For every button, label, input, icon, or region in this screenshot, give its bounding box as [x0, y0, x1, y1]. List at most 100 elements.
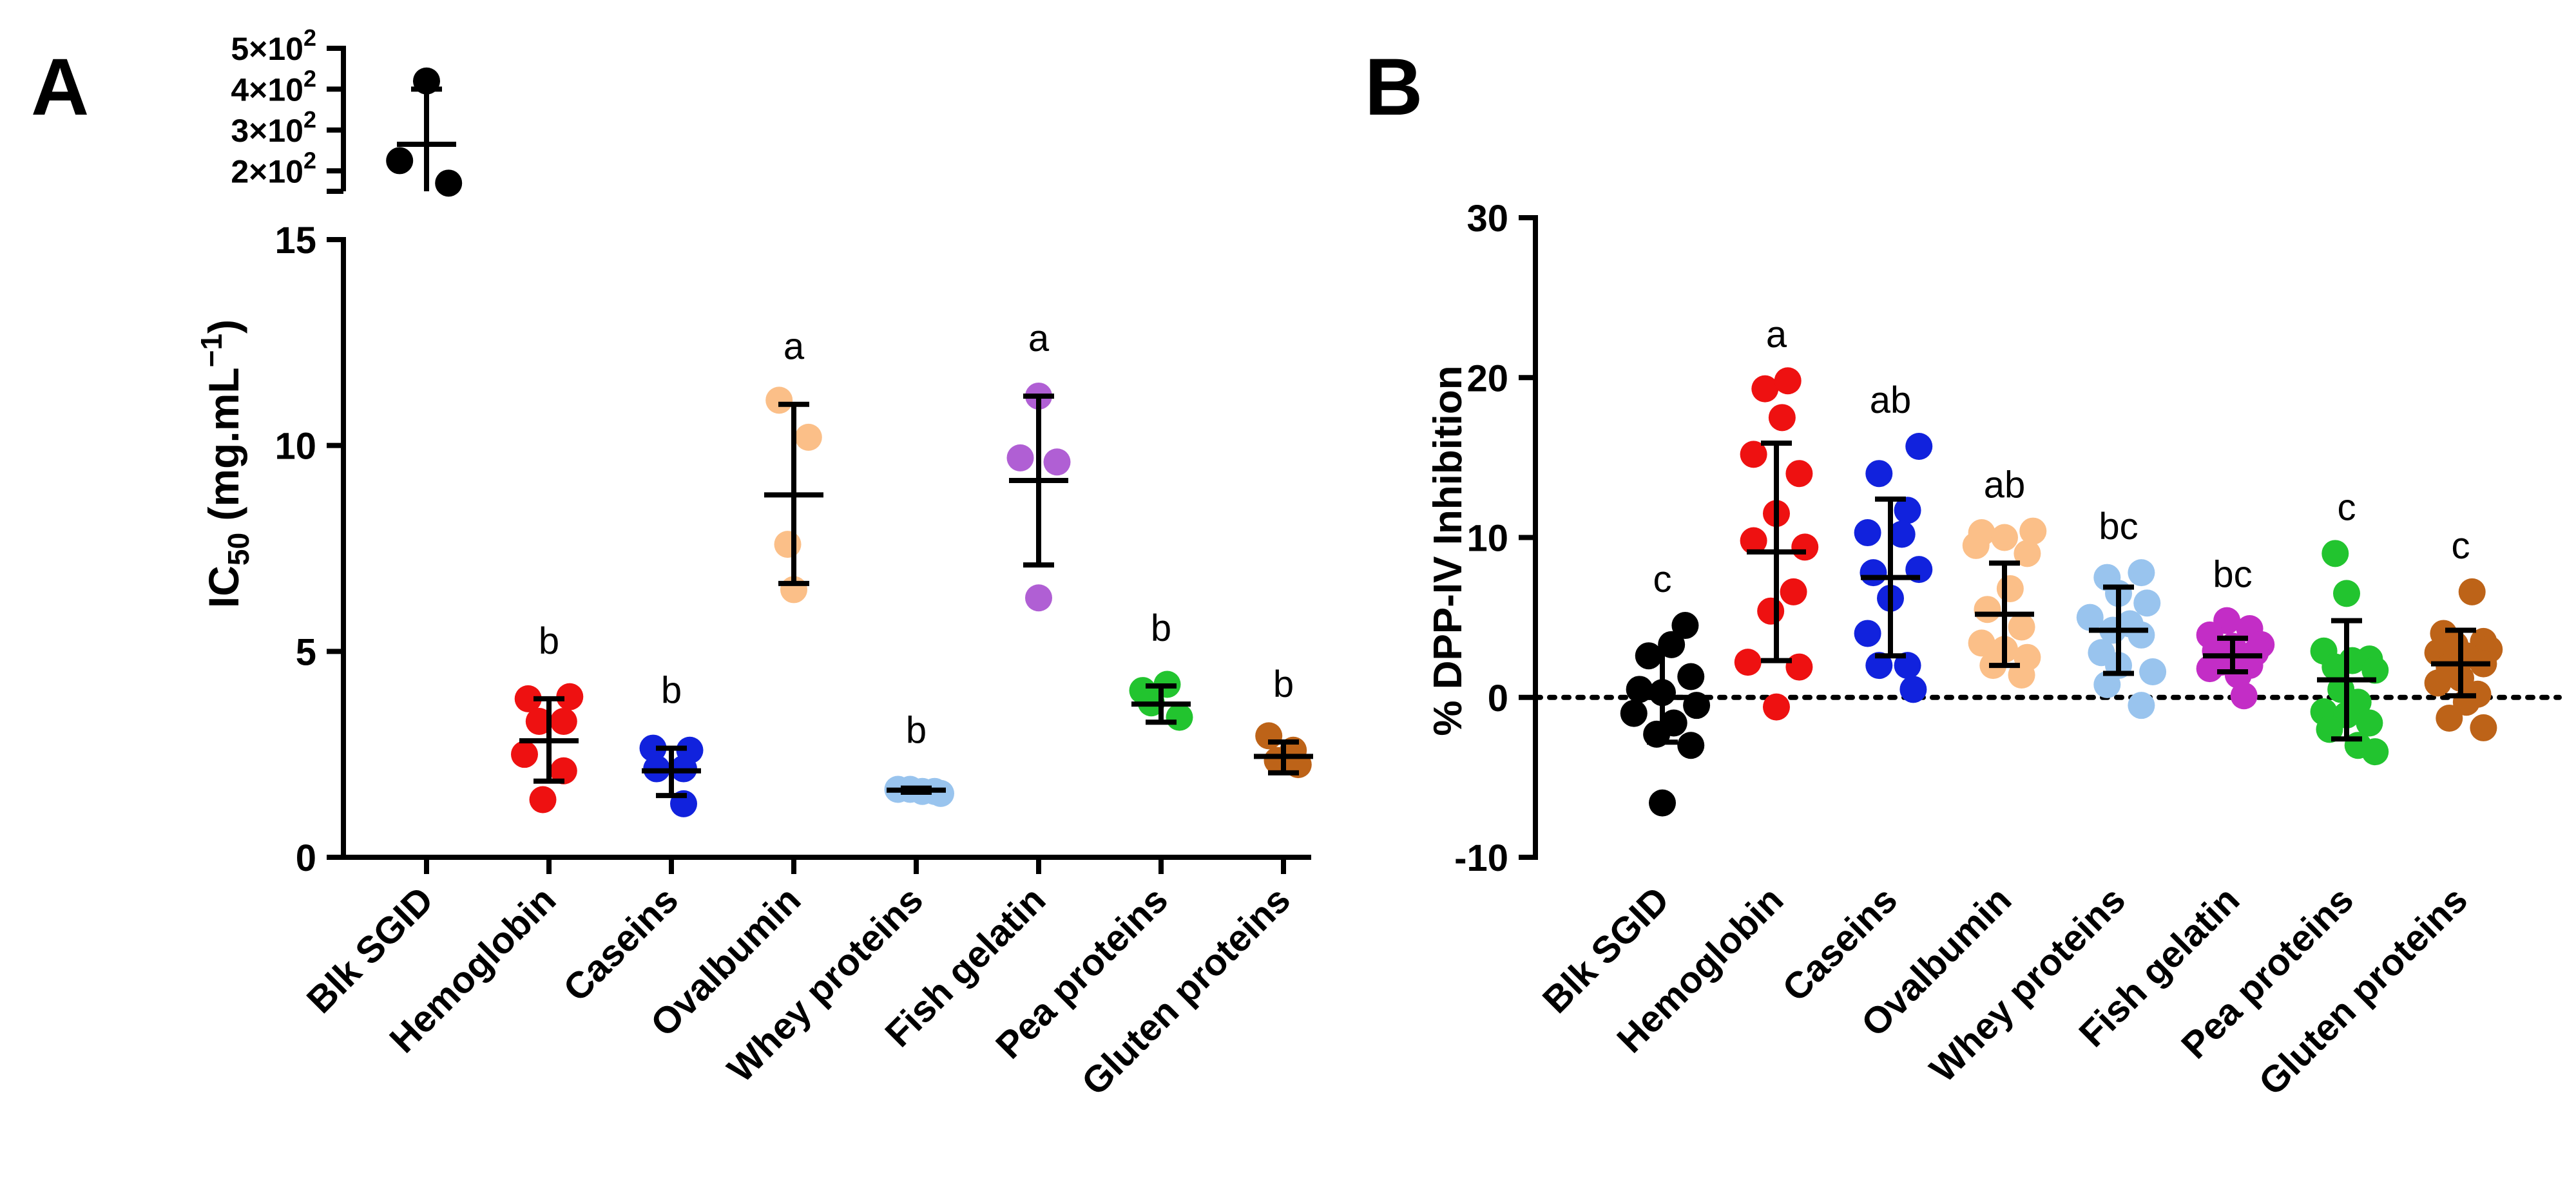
significance-letter: b: [1273, 663, 1294, 705]
data-point: [1635, 642, 1662, 670]
y-tick-label-exponent: 2: [303, 24, 316, 51]
data-point: [1962, 531, 1990, 559]
data-point: [1740, 441, 1767, 468]
data-point: [1785, 653, 1813, 681]
data-point: [1888, 520, 1916, 548]
data-point: [1751, 375, 1779, 403]
data-point: [1671, 612, 1699, 640]
y-tick-label-base: 2×10: [231, 153, 303, 189]
y-axis-title-main: IC: [200, 566, 247, 608]
data-point: [2076, 604, 2104, 631]
y-tick-label-lower: 15: [274, 220, 316, 262]
y-tick-label: 30: [1466, 198, 1508, 240]
data-point: [1785, 460, 1813, 488]
data-point: [1043, 448, 1071, 476]
data-point: [1763, 693, 1790, 721]
data-point: [525, 708, 553, 736]
y-tick-label-upper: 5×102: [231, 24, 316, 67]
significance-letter: a: [783, 326, 805, 368]
data-point: [1780, 578, 1807, 605]
data-point: [556, 683, 584, 710]
y-tick-label-exponent: 2: [303, 147, 316, 173]
y-axis-title-superscript: −1: [195, 334, 228, 367]
y-tick-label-base: 3×10: [231, 113, 303, 149]
significance-letter: c: [2452, 525, 2470, 567]
data-point: [2128, 559, 2155, 587]
data-point: [2008, 613, 2035, 641]
data-point: [2139, 658, 2167, 686]
data-point: [2333, 580, 2360, 607]
data-point: [1734, 649, 1762, 676]
y-tick-label-base: 5×10: [231, 31, 303, 67]
significance-letter: b: [539, 620, 559, 662]
data-point: [1649, 789, 1676, 817]
significance-letter: b: [906, 710, 927, 752]
data-point: [1774, 367, 1802, 395]
panel-label-a: A: [31, 43, 89, 132]
data-point: [1865, 652, 1893, 680]
data-point: [2133, 589, 2161, 617]
data-point: [2128, 692, 2155, 719]
significance-letter: a: [1766, 314, 1787, 356]
data-point: [1905, 432, 1933, 460]
data-point: [2424, 669, 2452, 697]
y-tick-label-upper: 2×102: [231, 147, 316, 189]
data-point: [1996, 575, 2024, 602]
data-point: [2470, 714, 2497, 741]
data-point: [2356, 709, 2383, 737]
panel-label-b: B: [1365, 43, 1423, 132]
significance-letter: c: [1653, 558, 1672, 600]
data-point: [2128, 621, 2155, 649]
data-point: [2321, 653, 2349, 681]
significance-letter: ab: [1870, 379, 1912, 421]
data-point: [1677, 663, 1705, 690]
data-point: [386, 147, 414, 175]
data-point: [2008, 661, 2035, 689]
data-point: [2230, 682, 2258, 710]
y-axis-title-subscript: 50: [222, 533, 255, 566]
data-point: [529, 786, 557, 813]
data-point: [1899, 676, 1927, 703]
data-point: [794, 423, 822, 451]
data-point: [1991, 524, 2018, 551]
significance-letter: b: [1151, 607, 1171, 649]
y-tick-label: -10: [1454, 837, 1508, 879]
data-point: [1968, 629, 1995, 657]
y-axis-title-unit: (mg.mL: [200, 367, 247, 533]
significance-letter: bc: [2099, 506, 2138, 547]
data-point: [639, 734, 667, 762]
data-point: [1620, 699, 1648, 727]
data-point: [435, 169, 463, 197]
data-point: [1860, 559, 1887, 587]
data-point: [1677, 732, 1705, 759]
significance-letter: c: [2338, 486, 2356, 528]
data-point: [2014, 540, 2041, 567]
data-point: [2458, 578, 2486, 605]
data-point: [1894, 497, 1921, 524]
data-point: [927, 779, 954, 807]
y-tick-label-lower: 5: [296, 631, 316, 673]
y-tick-label-upper: 3×102: [231, 106, 316, 149]
y-tick-label: 0: [1488, 678, 1508, 719]
data-point: [550, 708, 577, 736]
data-point: [2316, 716, 2343, 743]
data-point: [765, 386, 793, 414]
y-tick-label-lower: 10: [274, 426, 316, 468]
significance-letter: bc: [2213, 554, 2252, 596]
data-point: [1166, 703, 1193, 731]
data-point: [1025, 584, 1052, 612]
significance-letter: a: [1028, 318, 1050, 359]
data-point: [1006, 444, 1034, 471]
data-point: [1974, 596, 2001, 623]
y-axis-title-close: ): [200, 319, 247, 334]
data-point: [550, 757, 577, 785]
significance-letter: ab: [1984, 464, 2026, 506]
data-point: [2436, 705, 2463, 732]
data-point: [2361, 656, 2389, 684]
data-point: [1255, 722, 1283, 750]
data-point: [2361, 738, 2389, 766]
y-tick-label-upper: 4×102: [231, 65, 316, 108]
data-point: [774, 531, 802, 558]
